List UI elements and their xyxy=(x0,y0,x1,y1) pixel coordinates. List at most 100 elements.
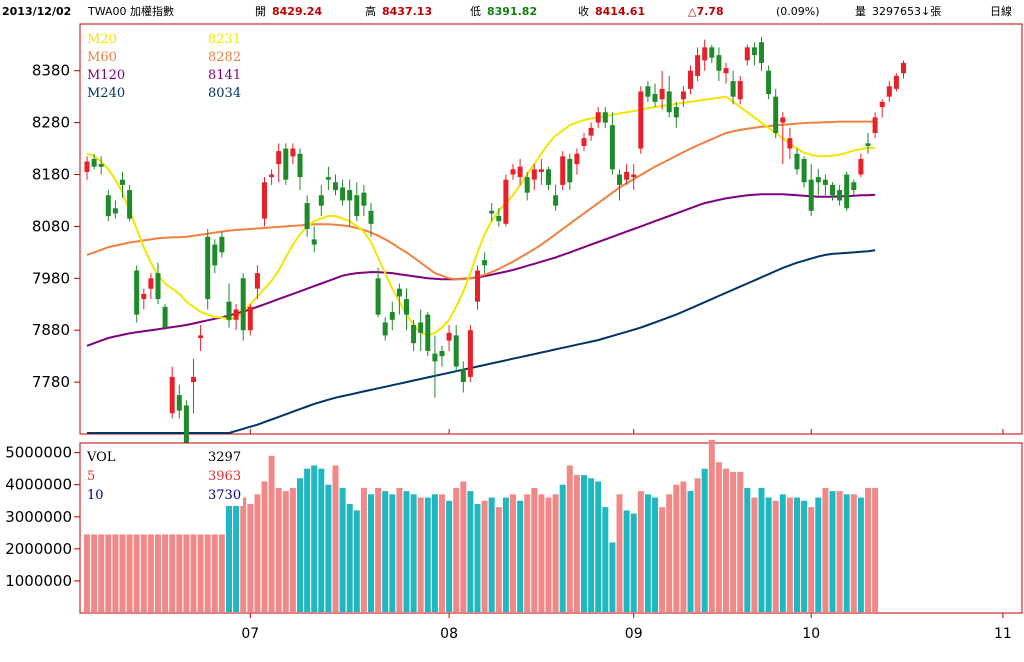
candle xyxy=(510,164,516,180)
volume-bar xyxy=(289,487,296,612)
volume-bar xyxy=(424,497,431,612)
candle xyxy=(120,171,125,198)
volume-bar xyxy=(545,497,552,612)
volume-bar xyxy=(680,481,687,612)
volume-bar xyxy=(595,481,602,612)
candle-body xyxy=(333,182,338,191)
volume-y-tick-label: 5000000 xyxy=(5,444,72,462)
candle xyxy=(517,158,523,185)
candle-body xyxy=(482,260,488,266)
candle-body xyxy=(602,112,608,123)
volume-bar xyxy=(623,510,630,612)
volume-bar xyxy=(566,465,573,612)
volume-bar xyxy=(524,494,531,612)
volume-bar xyxy=(275,487,282,612)
volume-bar xyxy=(261,481,268,612)
candle xyxy=(482,252,488,274)
volume-label: 量 xyxy=(855,5,866,18)
candle-body xyxy=(205,236,211,300)
volume-bar xyxy=(687,491,694,612)
candle xyxy=(254,265,260,300)
price-legend-value: 8231 xyxy=(208,32,241,47)
candle-body xyxy=(588,127,594,136)
volume-bar xyxy=(786,497,793,612)
volume-bar xyxy=(488,497,495,612)
candle xyxy=(127,184,133,222)
price-y-tick-label: 8380 xyxy=(32,62,70,80)
volume-bar xyxy=(502,497,509,612)
candle xyxy=(489,203,495,222)
m20-line xyxy=(86,95,876,337)
candle xyxy=(212,239,218,274)
open-value: 8429.24 xyxy=(272,5,322,18)
candle-body xyxy=(354,195,360,217)
candle-body xyxy=(368,210,374,224)
candle xyxy=(872,112,878,139)
candle xyxy=(524,171,530,201)
volume-bar xyxy=(801,500,808,612)
candle-body xyxy=(112,208,118,214)
candle-body xyxy=(290,148,296,157)
candlesticks xyxy=(84,36,906,471)
candle-body xyxy=(269,174,275,178)
volume-bar xyxy=(297,478,303,612)
volume-value: 3297653↓張 xyxy=(872,5,941,18)
volume-bar xyxy=(403,491,410,612)
candle xyxy=(609,112,615,175)
candle-body xyxy=(318,195,324,206)
candle xyxy=(680,86,686,108)
price-legend-name: M120 xyxy=(87,68,125,83)
volume-y-axis: 5000000 4000000 3000000 2000000 1000000 xyxy=(5,444,80,590)
candle-body xyxy=(233,309,239,320)
volume-bar xyxy=(211,534,218,612)
volume-bar xyxy=(247,503,254,612)
candle-body xyxy=(475,270,480,302)
candle xyxy=(325,166,331,191)
volume-legend-value: 3730 xyxy=(208,488,241,503)
candle-body xyxy=(787,138,793,149)
candle xyxy=(112,200,118,219)
price-y-axis: 8380 8280 8180 8080 7980 7880 7780 xyxy=(32,62,80,391)
volume-bar xyxy=(332,465,339,612)
candle xyxy=(176,384,182,419)
candle xyxy=(155,262,161,305)
candle xyxy=(191,358,196,414)
candle xyxy=(446,325,452,351)
volume-bar xyxy=(112,534,119,612)
candle-body xyxy=(375,278,381,315)
volume-bar xyxy=(559,484,566,612)
candle-body xyxy=(439,350,445,357)
volume-bar xyxy=(510,494,516,612)
volume-bar xyxy=(751,497,758,612)
candle xyxy=(560,151,566,191)
candle xyxy=(389,301,395,331)
candle xyxy=(382,317,388,341)
candle xyxy=(467,325,473,383)
candle xyxy=(283,143,289,185)
candle xyxy=(340,179,346,206)
volume-bar xyxy=(538,494,545,612)
volume-bar xyxy=(701,468,708,612)
volume-bar xyxy=(772,500,779,612)
candle-body xyxy=(411,325,417,344)
candle xyxy=(503,174,509,227)
price-y-tick-label: 8080 xyxy=(32,217,70,235)
candle xyxy=(538,158,544,185)
candle-body xyxy=(212,244,218,266)
volume-bar xyxy=(616,494,623,612)
candle-body xyxy=(631,174,637,178)
candle-body xyxy=(645,86,651,97)
candle-body xyxy=(702,47,708,61)
volume-bar xyxy=(360,487,367,612)
candle-body xyxy=(759,42,764,63)
candle-body xyxy=(446,332,452,341)
candle-body xyxy=(91,158,97,167)
volume-bar xyxy=(474,503,481,612)
candle xyxy=(638,86,644,154)
volume-bar xyxy=(730,471,737,612)
volume-bar xyxy=(581,475,587,612)
candle-body xyxy=(617,174,622,185)
candle-body xyxy=(304,203,310,229)
candle xyxy=(475,265,480,310)
candle xyxy=(169,366,175,419)
